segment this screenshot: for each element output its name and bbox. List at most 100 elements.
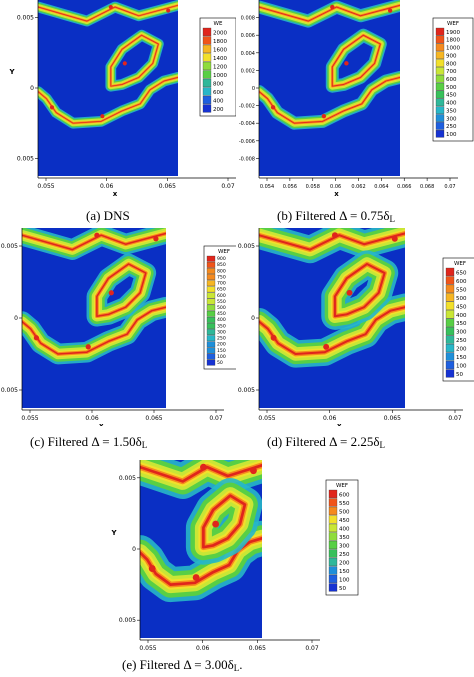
peak-spot — [85, 344, 91, 350]
legend-level-label: 350 — [217, 323, 226, 329]
legend-level-label: 300 — [456, 330, 467, 336]
peak-spot — [270, 334, 277, 341]
x-tick-label: 0.055 — [139, 645, 156, 652]
legend-level-label: 1400 — [213, 56, 227, 62]
legend-swatch — [202, 27, 212, 37]
legend: WEF 600 550 500 450 400 350 300 250 200 150 100 50 — [325, 479, 359, 596]
legend-level-label: 650 — [217, 287, 226, 293]
peak-spot — [148, 565, 156, 572]
y-tick-label: 0.006 — [241, 33, 255, 39]
caption-text: (e) Filtered Δ = 3.00δ — [122, 657, 234, 672]
y-tick-label: 0.005 — [119, 475, 136, 482]
legend-swatch — [435, 98, 445, 107]
legend-swatch — [206, 261, 216, 268]
legend-swatch — [435, 51, 445, 59]
x-tick-label: 0.06 — [85, 415, 99, 422]
peak-spot — [270, 105, 276, 110]
legend-swatch — [435, 90, 445, 99]
legend-swatch — [206, 329, 216, 335]
legend-swatch — [328, 515, 338, 524]
y-tick-label: 0.002 — [241, 68, 255, 74]
legend: WE 2000 1800 1600 1400 1200 1000 800 600 400 200 — [199, 17, 236, 117]
peak-spot — [331, 232, 338, 239]
legend-level-label: 550 — [217, 299, 226, 305]
peak-spot — [387, 8, 393, 13]
peak-spot — [200, 463, 207, 471]
legend-level-label: 1600 — [213, 48, 227, 54]
legend-level-label: 350 — [446, 108, 457, 114]
legend-level-label: 1800 — [213, 39, 227, 45]
legend-swatch — [206, 347, 216, 354]
legend-level-label: 150 — [217, 348, 226, 354]
legend-level-label: 500 — [446, 85, 457, 91]
legend-level-label: 700 — [217, 281, 226, 287]
peak-spot — [100, 114, 105, 119]
legend-swatch — [435, 43, 445, 52]
legend-level-label: 50 — [217, 360, 223, 366]
caption-subscript: L — [389, 214, 395, 224]
legend-swatch — [206, 304, 216, 311]
legend-level-label: 100 — [339, 578, 350, 584]
legend-swatch — [202, 61, 212, 71]
legend-swatch — [328, 498, 338, 507]
legend-swatch — [202, 87, 212, 96]
legend-swatch — [202, 44, 212, 54]
legend-level-label: 150 — [339, 569, 350, 575]
legend-level-label: 50 — [456, 372, 463, 378]
caption-subscript: L — [379, 440, 385, 450]
y-tick-label: 0 — [252, 86, 255, 92]
legend-level-label: 900 — [446, 53, 457, 59]
legend: WEF 650 600 550 500 450 400 350 300 250 200 150 100 5… — [442, 257, 474, 382]
contour-plot: 0.055 0.06 0.065 0.07 x 0.005 0 0.005 Y WE 2000 180… — [8, 0, 236, 198]
legend-swatch — [202, 95, 212, 105]
legend-swatch — [445, 276, 455, 285]
x-tick-label: 0.055 — [37, 183, 54, 190]
caption-text: (a) DNS — [86, 208, 130, 223]
x-tick-label: 0.068 — [420, 184, 434, 190]
contour-plot: 0.0550.060.0650.07x0.00500.005YWEF600550… — [110, 460, 359, 652]
legend-level-label: 1200 — [213, 65, 227, 71]
peak-spot — [108, 4, 113, 10]
legend-level-label: 250 — [456, 338, 467, 344]
legend-swatch — [206, 353, 216, 360]
legend-level-label: 600 — [213, 90, 224, 96]
legend-swatch — [435, 67, 445, 75]
panel-a: 0.055 0.06 0.065 0.07 x 0.005 0 0.005 Y WE 2000 180… — [0, 0, 236, 225]
peak-spot — [346, 289, 353, 296]
legend-level-label: 900 — [217, 256, 226, 262]
legend-swatch — [445, 267, 455, 277]
legend-level-label: 1000 — [446, 46, 460, 52]
caption-suffix: . — [239, 657, 243, 672]
legend-swatch — [435, 74, 445, 83]
legend-level-label: 300 — [446, 116, 457, 122]
panel-caption: (c) Filtered Δ = 1.50δL — [30, 434, 147, 450]
contour-plot: 0.0550.060.0650.07x0.00500.005YWEF650600… — [238, 228, 474, 426]
legend-swatch — [435, 106, 445, 114]
y-tick-label: -0.008 — [239, 156, 255, 162]
x-tick-label: 0.065 — [249, 645, 266, 652]
peak-spot — [391, 235, 398, 242]
legend-swatch — [445, 284, 455, 293]
y-tick-label: 0.008 — [241, 16, 255, 22]
legend-level-label: 50 — [339, 586, 346, 592]
legend-swatch — [206, 292, 216, 299]
caption-text: (c) Filtered Δ = 1.50δ — [30, 434, 142, 449]
legend-level-label: 350 — [339, 535, 350, 541]
flame-pocket-contour — [333, 262, 386, 318]
peak-spot — [94, 232, 100, 238]
flame-front-upper-contour — [140, 463, 262, 483]
legend-level-label: 100 — [446, 132, 457, 138]
legend-swatch — [435, 114, 445, 122]
legend-title: WEF — [218, 249, 230, 255]
legend-swatch — [328, 506, 338, 516]
legend-level-label: 600 — [217, 293, 226, 299]
peak-spot — [192, 574, 200, 581]
peak-spot — [344, 61, 349, 66]
y-axis-label: Y — [110, 529, 117, 537]
x-tick-label: 0.06 — [100, 183, 114, 190]
y-tick-label: -0.002 — [239, 104, 255, 110]
y-tick-label: 0.005 — [238, 243, 255, 250]
caption-text: (b) Filtered Δ = 0.75δ — [277, 208, 390, 223]
legend-level-label: 450 — [446, 93, 457, 99]
y-tick-label: 0.005 — [17, 15, 34, 22]
